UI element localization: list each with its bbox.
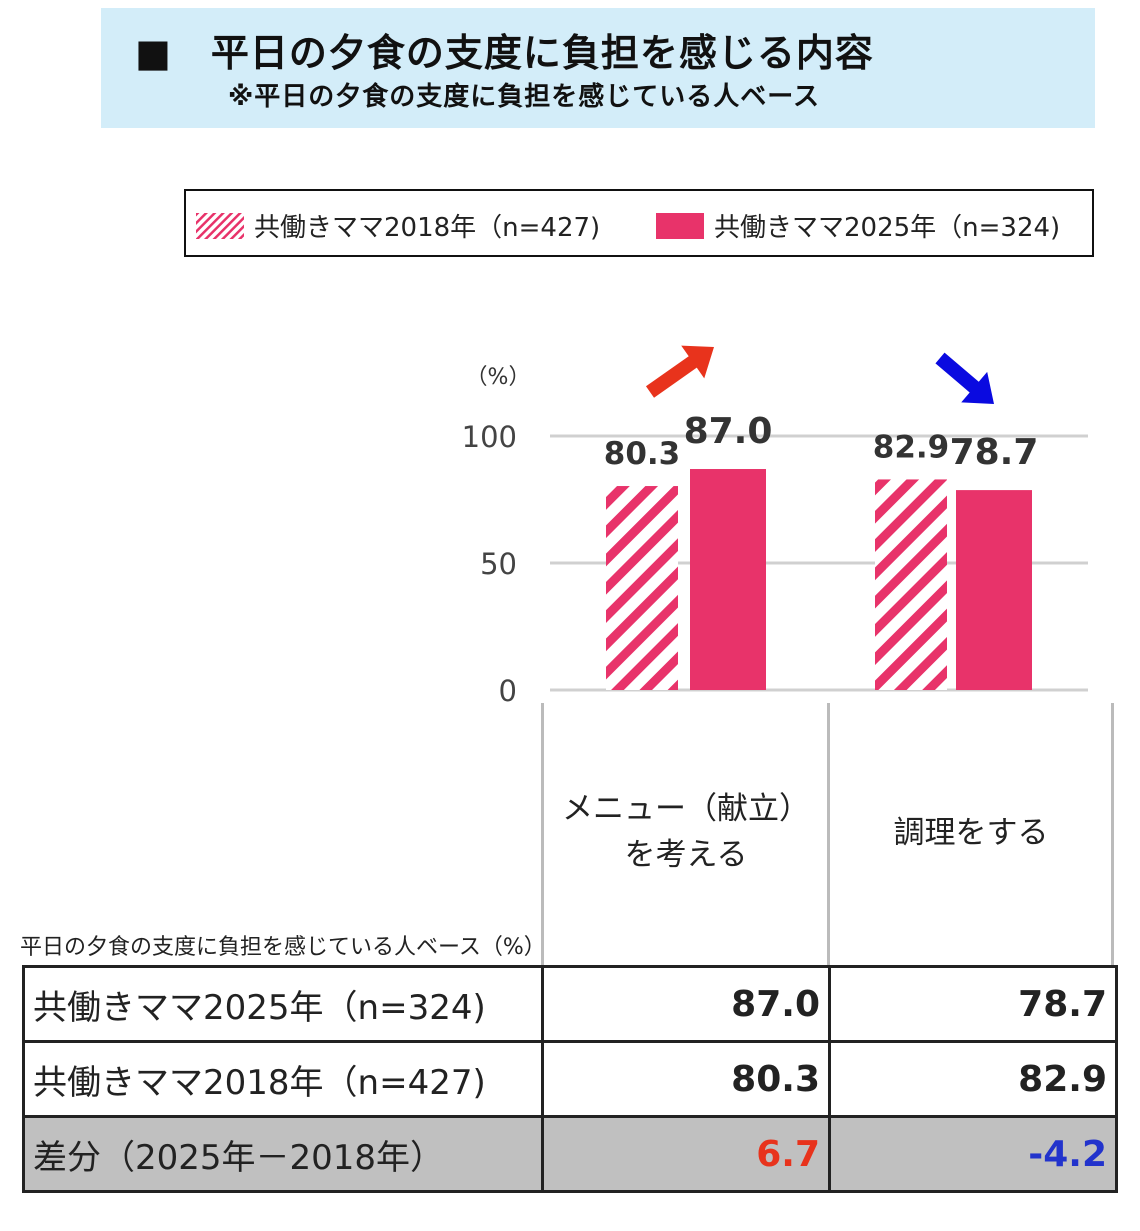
- category-label-cooking: 調理をする: [831, 810, 1111, 856]
- trend-up-arrow-icon: [645, 345, 714, 398]
- table-divider: [541, 703, 544, 965]
- bar-2025: [956, 490, 1032, 690]
- data-label: 82.9: [873, 429, 950, 465]
- table-cell: -4.2: [828, 1115, 1118, 1193]
- table-cell: 87.0: [541, 965, 831, 1043]
- row-label: 差分（2025年－2018年）: [22, 1115, 544, 1193]
- table-row: 共働きママ2018年（n=427) 80.3 82.9: [22, 1040, 1118, 1118]
- table-divider: [1111, 703, 1114, 965]
- data-label: 80.3: [604, 436, 681, 472]
- legend-item-2018: 共働きママ2018年（n=427): [196, 207, 600, 244]
- category-line: 調理をする: [893, 815, 1049, 851]
- page-title: ■ 平日の夕食の支度に負担を感じる内容: [135, 31, 874, 75]
- page-subtitle: ※平日の夕食の支度に負担を感じている人ベース: [228, 82, 820, 112]
- category-label-menu: メニュー（献立） を考える: [545, 786, 827, 878]
- data-table: 共働きママ2025年（n=324) 87.0 78.7 共働きママ2018年（n=42…: [22, 965, 1118, 1193]
- table-cell: 6.7: [541, 1115, 831, 1193]
- row-label: 共働きママ2025年（n=324): [22, 965, 544, 1043]
- y-tick-label: 50: [480, 547, 517, 581]
- bar-2025: [690, 469, 766, 690]
- category-line: メニュー（献立）: [562, 791, 810, 827]
- category-line: を考える: [624, 837, 748, 873]
- row-label: 共働きママ2018年（n=427): [22, 1040, 544, 1118]
- bar-2018: [606, 486, 678, 690]
- table-cell: 82.9: [828, 1040, 1118, 1118]
- chart-legend: 共働きママ2018年（n=427) 共働きママ2025年（n=324): [184, 189, 1094, 257]
- legend-label: 共働きママ2018年（n=427): [254, 213, 601, 243]
- legend-label: 共働きママ2025年（n=324): [714, 213, 1061, 243]
- legend-item-2025: 共働きママ2025年（n=324): [656, 207, 1060, 244]
- solid-swatch-icon: [656, 212, 704, 239]
- table-cell: 78.7: [828, 965, 1118, 1043]
- table-row: 共働きママ2025年（n=324) 87.0 78.7: [22, 965, 1118, 1043]
- trend-down-arrow-icon: [935, 352, 994, 404]
- data-label: 78.7: [950, 432, 1039, 473]
- bar-chart: 0 50 100 80.3 82.9 87.0 78.7 （%）: [462, 345, 1088, 708]
- table-divider: [827, 703, 830, 965]
- y-tick-label: 100: [462, 420, 517, 454]
- table-row: 差分（2025年－2018年） 6.7 -4.2: [22, 1115, 1118, 1193]
- y-tick-label: 0: [499, 674, 517, 708]
- table-caption: 平日の夕食の支度に負担を感じている人ベース（%）: [20, 935, 546, 960]
- title-banner: [101, 8, 1095, 128]
- bar-2018: [875, 479, 947, 690]
- table-cell: 80.3: [541, 1040, 831, 1118]
- data-label: 87.0: [684, 411, 773, 452]
- hatched-swatch-icon: [196, 212, 244, 239]
- y-axis-unit: （%）: [466, 365, 531, 390]
